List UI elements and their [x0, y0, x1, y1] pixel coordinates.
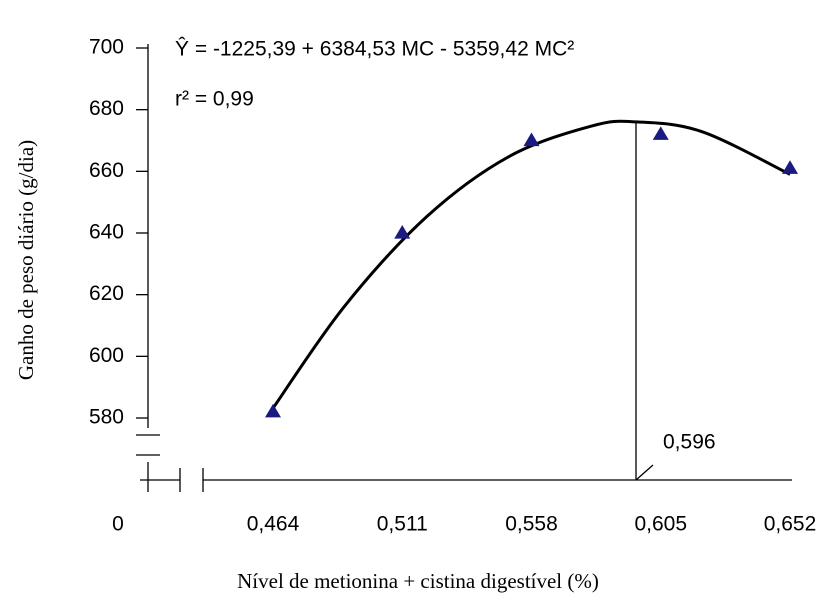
data-point [782, 160, 798, 174]
x-tick-label: 0,464 [247, 513, 300, 536]
x-tick-label: 0,558 [505, 513, 558, 536]
y-tick-label: 680 [89, 97, 124, 120]
y-tick-label: 640 [89, 221, 124, 244]
y-tick-label: 700 [89, 36, 124, 59]
data-point [652, 126, 669, 140]
equation: Ŷ = -1225,39 + 6384,53 MC - 5359,42 MC² [175, 38, 574, 61]
y-axis-title: Ganho de peso diário (g/dia) [14, 140, 38, 380]
fit-curve [271, 119, 791, 410]
y-tick-label: 660 [89, 159, 124, 182]
data-point [523, 132, 540, 147]
y-tick-label: 620 [89, 282, 124, 305]
x-axis-title: Nível de metionina + cistina digestível … [237, 569, 599, 593]
optimum-pointer [635, 464, 654, 481]
y-tick-label: 600 [89, 344, 124, 367]
optimum-label: 0,596 [663, 431, 716, 454]
data-point [265, 403, 281, 418]
x-tick-label: 0,605 [634, 513, 687, 536]
x-tick-label: 0,511 [377, 513, 428, 536]
x-tick-label: 0,652 [764, 513, 817, 536]
x-origin-label: 0 [112, 513, 124, 536]
data-point [394, 225, 411, 239]
r-squared: r² = 0,99 [175, 88, 254, 111]
y-tick-label: 580 [89, 406, 124, 429]
